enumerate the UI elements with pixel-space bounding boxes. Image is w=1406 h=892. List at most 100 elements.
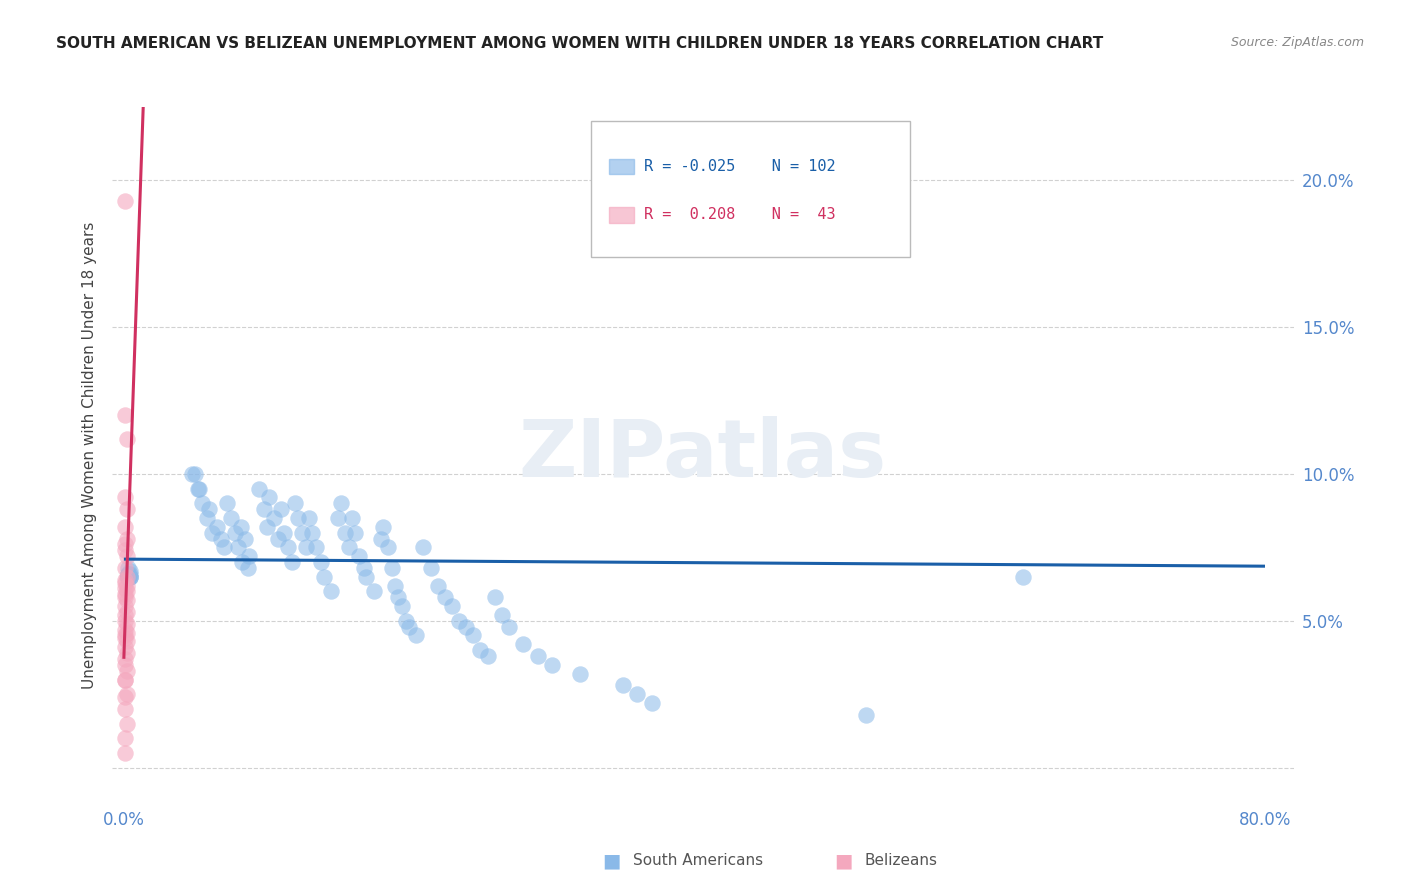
Point [114,194,136,208]
Point [114,673,136,687]
Point [398,620,420,634]
Point [115,593,138,607]
Point [117,570,139,584]
Point [114,702,136,716]
Point [115,605,138,619]
Point [114,575,136,590]
Point [295,541,318,555]
Point [191,496,214,510]
Point [273,525,295,540]
Point [114,520,136,534]
Point [270,502,292,516]
Point [115,616,138,631]
Point [233,532,256,546]
Point [117,570,139,584]
Point [114,561,136,575]
FancyBboxPatch shape [591,121,910,257]
Point [201,525,224,540]
Point [247,482,270,496]
Point [114,731,136,746]
Point [219,511,242,525]
Point [117,566,139,581]
Point [456,620,478,634]
Text: Belizeans: Belizeans [865,854,938,868]
Point [195,511,218,525]
Point [370,532,392,546]
Point [115,549,138,564]
Point [114,623,136,637]
Point [259,491,281,505]
Point [484,591,506,605]
Point [640,696,662,710]
Point [118,564,141,578]
Point [855,707,877,722]
Point [115,625,138,640]
Point [114,614,136,628]
Text: R =  0.208    N =  43: R = 0.208 N = 43 [644,207,835,222]
Point [114,491,136,505]
Point [381,561,404,575]
Point [115,570,138,584]
Point [419,561,441,575]
Point [224,525,246,540]
Text: South Americans: South Americans [633,854,763,868]
Point [205,520,228,534]
Point [114,591,136,605]
Point [312,570,335,584]
Point [236,561,259,575]
Point [470,643,492,657]
Point [377,541,399,555]
Point [209,532,232,546]
Point [114,746,136,760]
Point [117,570,139,584]
Point [333,525,356,540]
FancyBboxPatch shape [609,159,634,174]
Point [181,467,204,481]
Point [477,648,499,663]
Point [353,561,375,575]
Point [337,541,360,555]
Point [326,511,349,525]
Point [440,599,463,613]
Point [298,511,321,525]
Point [569,666,592,681]
Point [117,570,139,584]
Point [287,511,309,525]
Point [349,549,371,564]
Point [319,584,342,599]
Point [612,678,634,692]
Point [626,687,648,701]
Point [117,566,139,581]
Point [305,541,328,555]
Point [117,570,139,584]
Point [387,591,409,605]
Text: R = -0.025    N = 102: R = -0.025 N = 102 [644,159,835,174]
Point [281,555,304,569]
Text: SOUTH AMERICAN VS BELIZEAN UNEMPLOYMENT AMONG WOMEN WITH CHILDREN UNDER 18 YEARS: SOUTH AMERICAN VS BELIZEAN UNEMPLOYMENT … [56,36,1104,51]
Point [540,657,562,672]
Point [117,570,139,584]
Point [391,599,413,613]
Point [263,511,285,525]
Point [114,607,136,622]
Point [277,541,299,555]
Point [117,570,139,584]
Text: ZIPatlas: ZIPatlas [519,416,887,494]
Point [1011,570,1033,584]
Point [118,566,141,581]
Point [498,620,520,634]
Point [114,409,136,423]
Point [114,690,136,705]
Point [405,628,427,642]
Point [343,525,366,540]
Point [229,520,252,534]
Point [115,716,138,731]
Point [118,570,141,584]
Point [117,570,139,584]
Point [115,532,138,546]
Point [114,599,136,613]
Point [117,570,139,584]
Point [114,537,136,551]
Point [117,570,139,584]
Point [115,664,138,678]
